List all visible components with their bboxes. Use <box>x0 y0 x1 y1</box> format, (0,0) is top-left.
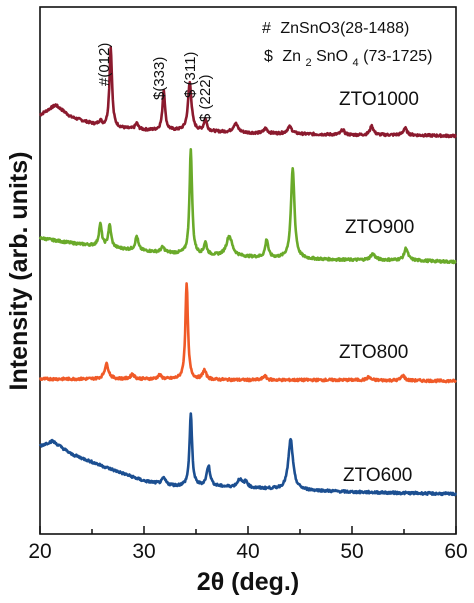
legend-label-2-c: (73-1725) <box>363 48 432 65</box>
series-line-zto900 <box>38 148 457 265</box>
series-line-zto800 <box>38 282 457 384</box>
legend-symbol-2: $ <box>264 48 273 65</box>
x-tick-label-60: 60 <box>444 540 467 563</box>
x-tick-label-20: 20 <box>28 540 51 563</box>
legend-entry-2: $ Zn 2 SnO 4 (73-1725) <box>264 48 432 70</box>
series-group <box>38 46 457 497</box>
series-label-zto900: ZTO900 <box>345 217 414 238</box>
peak-annotation-4: $ (222) <box>197 74 214 122</box>
peak-annotations: #(012) $(333) $ (311)$ (222) <box>96 43 214 122</box>
legend-entry-1: # ZnSnO3(28-1488) <box>262 20 409 37</box>
legend-label-2-sub2: 4 <box>353 57 359 69</box>
series-line-zto1000 <box>39 46 457 139</box>
x-tick-label-40: 40 <box>236 540 259 563</box>
peak-annotation-3: $ (311) <box>182 52 199 98</box>
series-labels: ZTO1000 ZTO900 ZTO800 ZTO600 <box>339 89 419 486</box>
legend-label-2-b: SnO <box>316 48 348 65</box>
series-label-zto1000: ZTO1000 <box>339 89 419 110</box>
peak-annotation-1: #(012) <box>96 43 113 86</box>
x-ticks: 20 30 40 50 60 <box>28 526 468 563</box>
series-line-zto600 <box>38 412 457 497</box>
peak-annotation-2: $(333) <box>151 57 168 100</box>
legend: # ZnSnO3(28-1488) $ Zn 2 SnO 4 (73-1725) <box>262 20 432 70</box>
x-tick-label-50: 50 <box>340 540 363 563</box>
legend-label-2-sub1: 2 <box>305 57 311 69</box>
series-label-zto600: ZTO600 <box>343 465 412 486</box>
legend-label-2-a: Zn <box>282 48 301 65</box>
series-label-zto800: ZTO800 <box>339 342 408 363</box>
legend-label-1: ZnSnO3(28-1488) <box>280 20 409 37</box>
x-tick-label-30: 30 <box>132 540 155 563</box>
x-axis-label: 2θ (deg.) <box>197 568 299 596</box>
y-axis-label: Intensity (arb. units) <box>5 152 33 391</box>
legend-symbol-1: # <box>262 20 271 37</box>
